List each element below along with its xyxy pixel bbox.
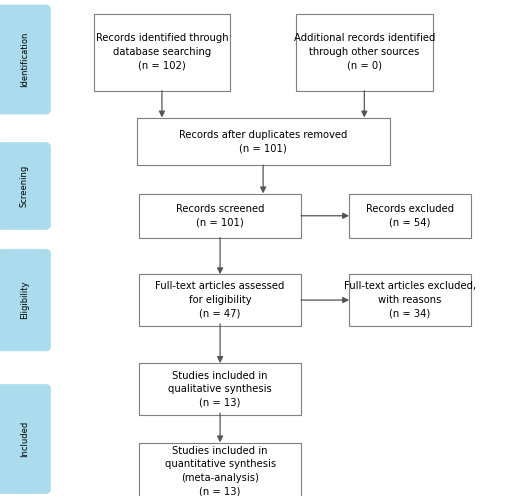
Text: Full-text articles excluded,
with reasons
(n = 34): Full-text articles excluded, with reason…: [343, 282, 475, 318]
FancyBboxPatch shape: [136, 118, 389, 165]
Text: Studies included in
quantitative synthesis
(meta-analysis)
(n = 13): Studies included in quantitative synthes…: [164, 446, 275, 496]
FancyBboxPatch shape: [139, 194, 300, 238]
FancyBboxPatch shape: [0, 384, 50, 494]
FancyBboxPatch shape: [0, 5, 50, 114]
FancyBboxPatch shape: [0, 249, 50, 351]
FancyBboxPatch shape: [348, 274, 470, 326]
Text: Records excluded
(n = 54): Records excluded (n = 54): [365, 204, 453, 228]
Text: Records screened
(n = 101): Records screened (n = 101): [176, 204, 264, 228]
Text: Eligibility: Eligibility: [20, 281, 29, 319]
Text: Identification: Identification: [20, 32, 29, 87]
Text: Records after duplicates removed
(n = 101): Records after duplicates removed (n = 10…: [179, 129, 346, 153]
FancyBboxPatch shape: [348, 194, 470, 238]
Text: Additional records identified
through other sources
(n = 0): Additional records identified through ot…: [293, 33, 434, 71]
FancyBboxPatch shape: [139, 274, 300, 326]
FancyBboxPatch shape: [139, 442, 300, 496]
FancyBboxPatch shape: [0, 143, 50, 230]
Text: Included: Included: [20, 421, 29, 457]
FancyBboxPatch shape: [93, 13, 230, 90]
Text: Studies included in
qualitative synthesis
(n = 13): Studies included in qualitative synthesi…: [168, 371, 272, 408]
Text: Screening: Screening: [20, 165, 29, 207]
Text: Full-text articles assessed
for eligibility
(n = 47): Full-text articles assessed for eligibil…: [155, 282, 284, 318]
FancyBboxPatch shape: [295, 13, 432, 90]
Text: Records identified through
database searching
(n = 102): Records identified through database sear…: [95, 33, 228, 71]
FancyBboxPatch shape: [139, 363, 300, 416]
